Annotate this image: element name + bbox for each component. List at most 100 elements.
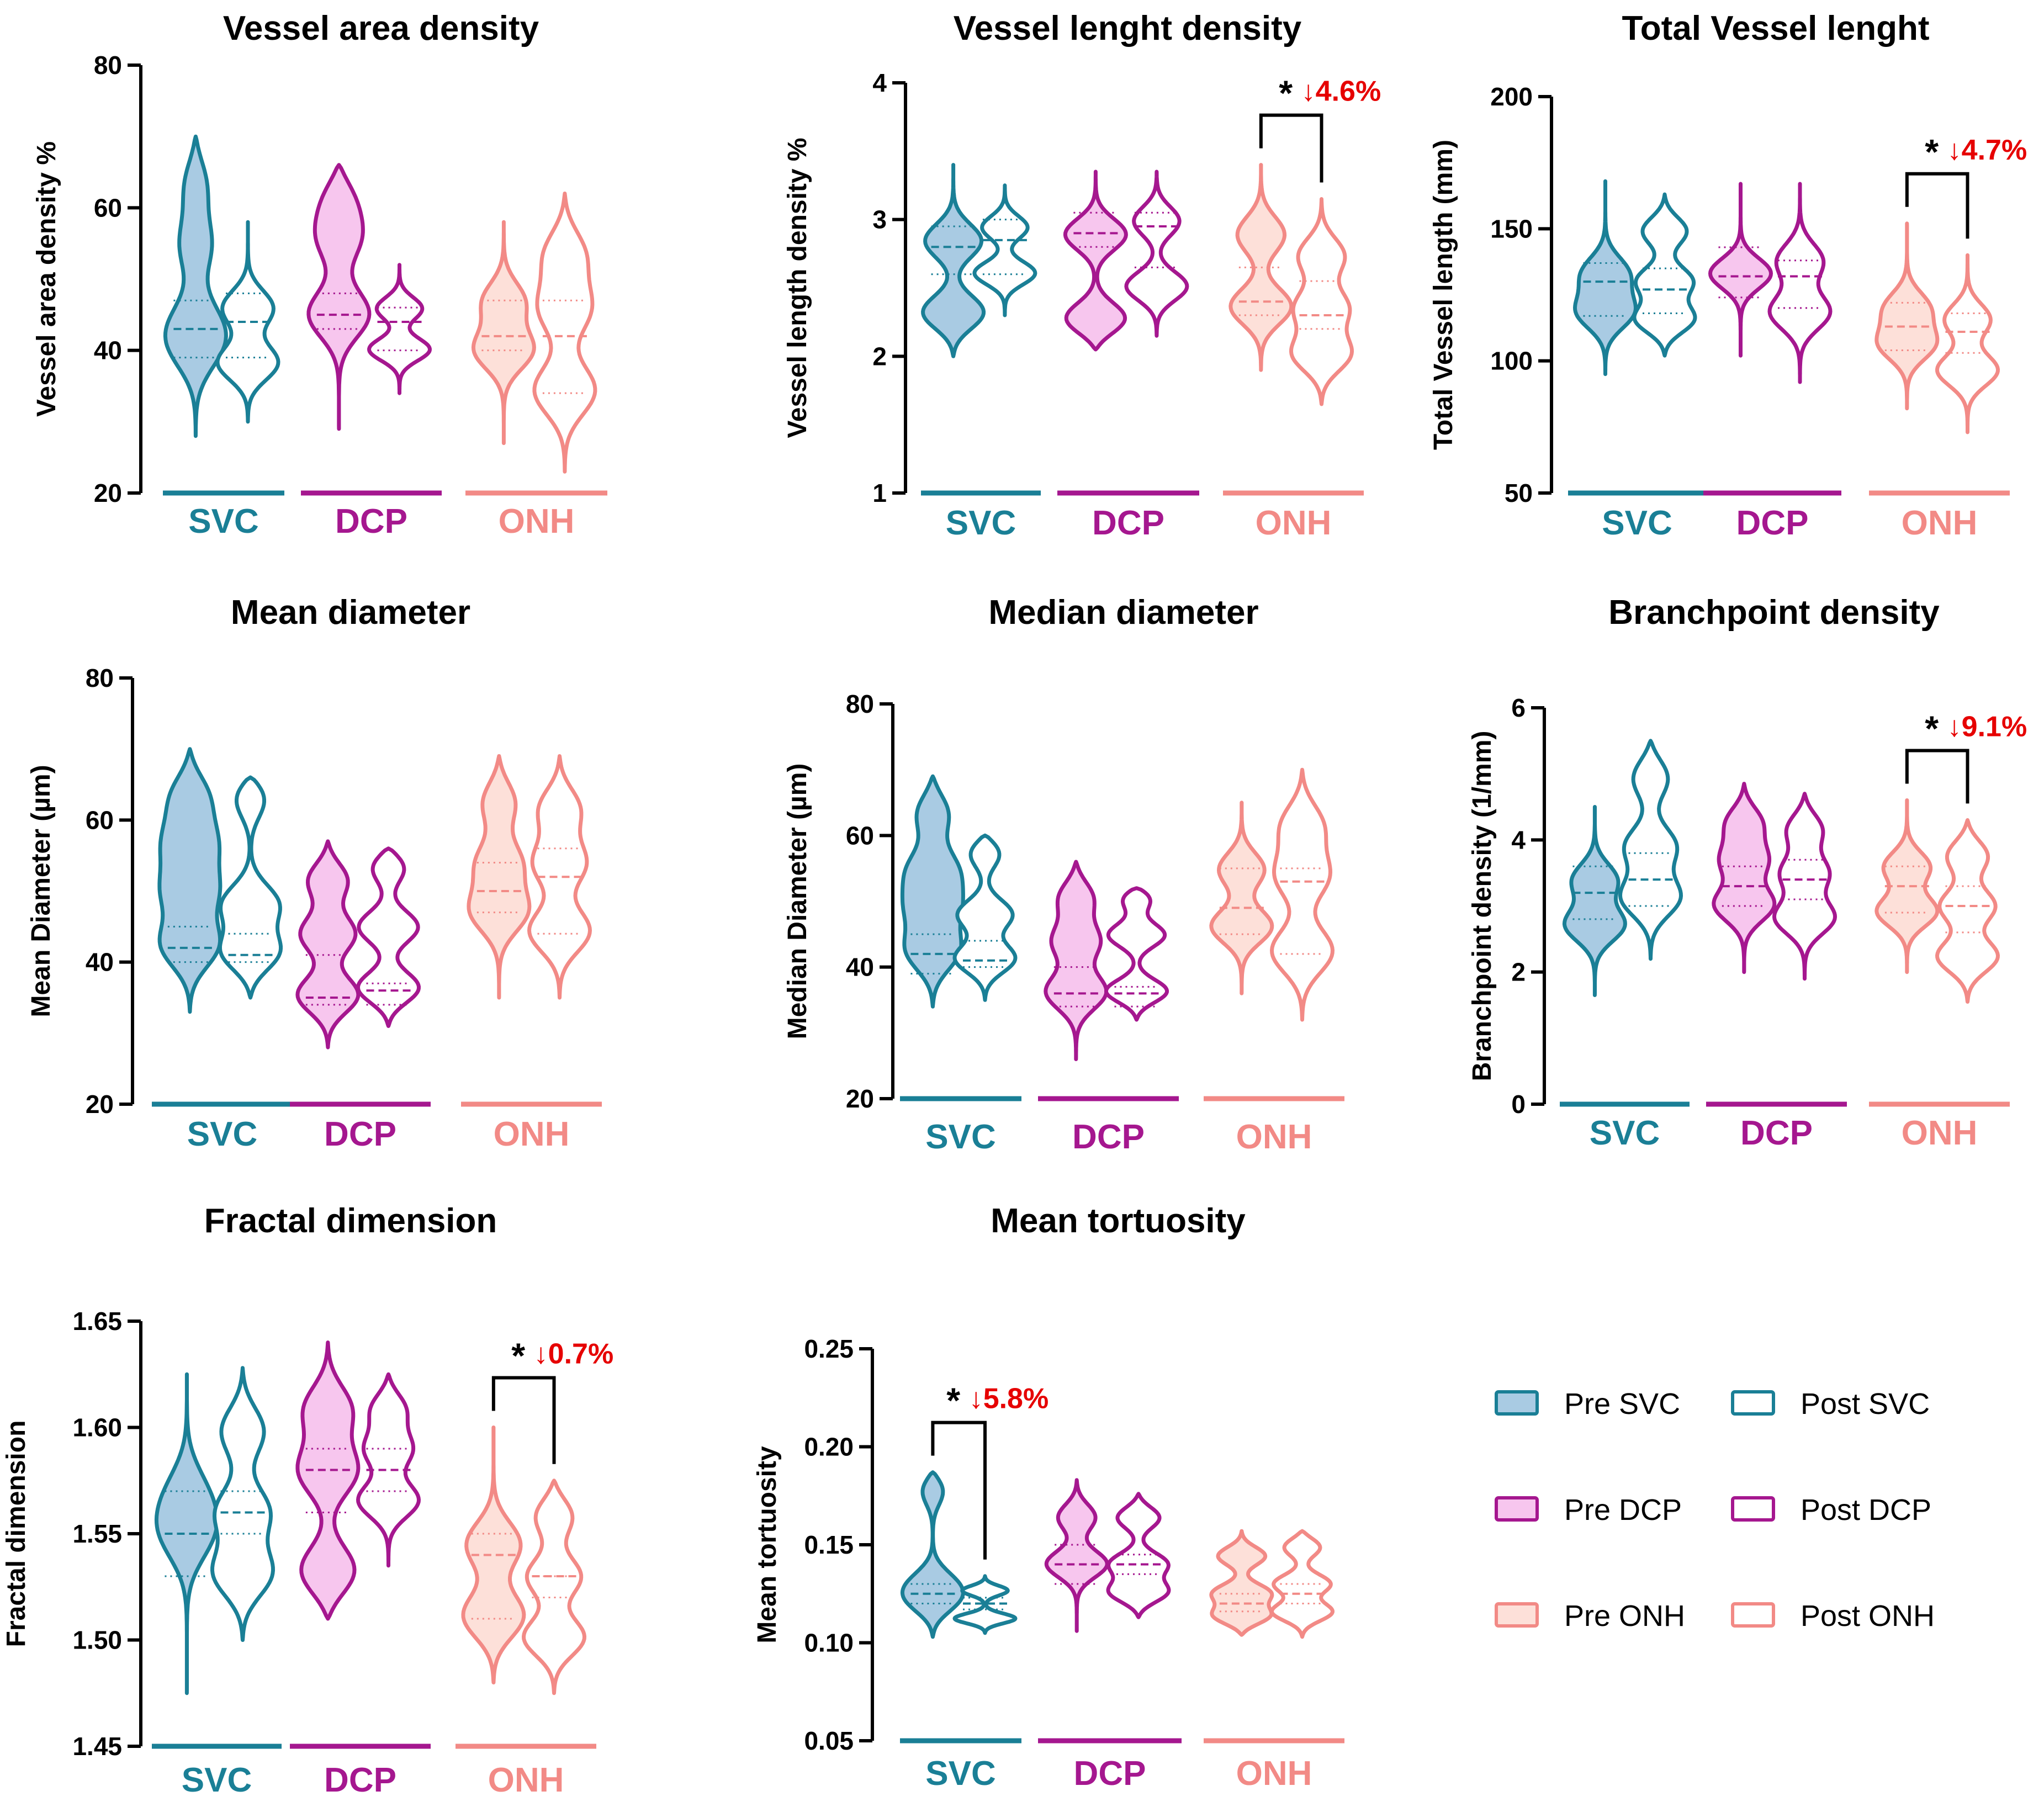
group-label-svc: SVC	[182, 1761, 252, 1799]
y-tick-label: 60	[94, 193, 122, 222]
legend-swatch	[1495, 1390, 1539, 1416]
y-tick-label: 0.15	[804, 1530, 854, 1559]
y-tick-label: 80	[846, 690, 874, 718]
group-label-svc: SVC	[925, 1118, 995, 1156]
y-tick-label: 40	[846, 953, 874, 982]
group-label-svc: SVC	[188, 502, 258, 540]
y-tick-label: 80	[94, 51, 122, 80]
y-tick-label: 0.10	[804, 1629, 854, 1657]
significance-bracket	[1905, 172, 1969, 239]
y-axis-label: Total Vessel length (mm)	[1429, 140, 1458, 450]
y-tick-label: 20	[846, 1084, 874, 1113]
legend-swatch	[1495, 1496, 1539, 1522]
legend-swatch	[1731, 1602, 1775, 1628]
violin-post-dcp	[367, 263, 432, 395]
significance-annotation: * ↓5.8%	[931, 1381, 1049, 1560]
chart-panel-6: Branchpoint density Branchpoint density (…	[1468, 593, 2027, 1152]
violin-pre-onh	[1209, 801, 1274, 995]
y-tick-label: 1.55	[72, 1519, 122, 1548]
significance-star: *	[1925, 132, 1939, 172]
violin-body	[210, 1366, 275, 1642]
violin-body	[1270, 767, 1335, 1022]
violin-body	[1562, 805, 1627, 997]
y-tick-label: 0.05	[804, 1726, 854, 1755]
violin-body	[972, 183, 1037, 317]
group-label-onh: ONH	[1902, 504, 1978, 542]
chart-title: Mean diameter	[231, 593, 470, 632]
violin-post-dcp	[1124, 169, 1189, 338]
y-axis-label: Vessel area density %	[32, 141, 61, 417]
violin-post-onh	[522, 1479, 586, 1695]
violin-body	[295, 839, 361, 1050]
group-label-svc: SVC	[946, 504, 1016, 542]
significance-annotation: * ↓4.6%	[1259, 73, 1381, 183]
violin-body	[471, 220, 536, 446]
violin-post-onh	[1289, 197, 1354, 406]
violin-pre-dcp	[1712, 782, 1777, 974]
y-tick-label: 20	[94, 479, 122, 507]
violin-body	[1573, 179, 1638, 377]
violin-body	[154, 1372, 219, 1695]
significance-annotation: * ↓0.7%	[491, 1336, 613, 1464]
significance-bracket	[931, 1421, 987, 1560]
violin-post-onh	[527, 754, 592, 1000]
chart-title: Vessel area density	[223, 9, 539, 47]
violin-pre-dcp	[295, 1340, 361, 1621]
chart-panel-3: Total Vessel lenght Total Vessel length (…	[1429, 9, 2027, 542]
y-tick-label: 1.65	[72, 1307, 122, 1336]
violin-pre-dcp	[306, 163, 372, 431]
chart-title: Mean tortuosity	[991, 1202, 1246, 1240]
group-label-dcp: DCP	[335, 502, 407, 540]
violin-body	[921, 163, 986, 358]
violin-post-svc	[1618, 739, 1683, 961]
legend-swatch	[1495, 1602, 1539, 1628]
legend-label: Pre ONH	[1564, 1599, 1685, 1633]
chart-title: Vessel lenght density	[954, 9, 1302, 47]
violin-body	[467, 754, 532, 1000]
violin-pre-dcp	[295, 839, 361, 1050]
chart-panel-7: Fractal dimension Fractal dimension 1.45 1.…	[2, 1202, 613, 1799]
violin-pre-dcp	[1063, 169, 1128, 352]
y-tick-label: 150	[1490, 214, 1533, 243]
violin-pre-onh	[1228, 163, 1294, 372]
y-tick-label: 0.20	[804, 1433, 854, 1461]
group-label-dcp: DCP	[1736, 504, 1809, 542]
group-label-onh: ONH	[1236, 1755, 1312, 1793]
chart-title: Fractal dimension	[204, 1202, 497, 1240]
significance-star: *	[1279, 73, 1293, 113]
legend-swatch	[1731, 1496, 1775, 1522]
legend-label: Pre DCP	[1564, 1493, 1682, 1527]
chart-title: Branchpoint density	[1608, 593, 1940, 632]
violin-body	[1124, 169, 1189, 338]
significance-bracket	[1259, 113, 1323, 183]
group-label-svc: SVC	[1602, 504, 1672, 542]
violin-body	[1044, 860, 1109, 1061]
violin-body	[900, 1470, 965, 1639]
violin-post-onh	[532, 192, 597, 474]
violin-pre-svc	[1573, 179, 1638, 377]
violin-post-svc	[972, 183, 1037, 317]
violin-body	[295, 1340, 361, 1621]
violin-body	[163, 134, 228, 438]
significance-star: *	[946, 1381, 960, 1421]
violin-post-dcp	[356, 846, 421, 1028]
violin-body	[900, 774, 965, 1009]
violin-body	[1935, 253, 2000, 434]
legend-label: Post ONH	[1801, 1599, 1935, 1633]
group-label-onh: ONH	[494, 1115, 570, 1153]
significance-star: *	[511, 1336, 525, 1376]
violin-body	[306, 163, 372, 431]
group-label-svc: SVC	[925, 1755, 995, 1793]
legend-item-pre-svc: Pre SVC	[1495, 1387, 1680, 1421]
violin-body	[1874, 221, 1940, 411]
violin-pre-onh	[467, 754, 532, 1000]
violin-body	[1632, 192, 1697, 358]
violin-body	[1209, 1529, 1274, 1637]
violin-pre-dcp	[1708, 182, 1773, 358]
violin-pre-dcp	[1044, 1478, 1109, 1633]
violin-pre-svc	[163, 134, 228, 438]
group-label-svc: SVC	[187, 1115, 257, 1153]
y-tick-label: 80	[86, 664, 114, 692]
group-label-onh: ONH	[1256, 504, 1332, 542]
